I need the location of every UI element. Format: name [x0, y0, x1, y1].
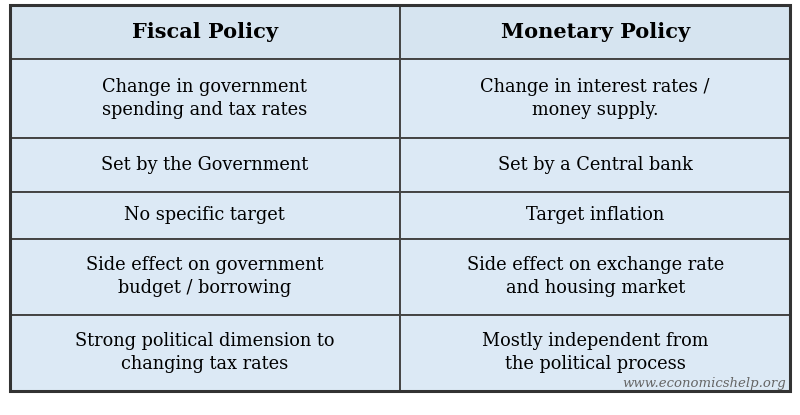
Text: No specific target: No specific target — [125, 207, 285, 225]
Bar — [400, 239, 790, 315]
Text: Set by a Central bank: Set by a Central bank — [498, 156, 693, 174]
Bar — [10, 193, 400, 239]
Bar — [10, 59, 400, 138]
Bar — [10, 315, 400, 391]
Text: Fiscal Policy: Fiscal Policy — [132, 22, 278, 42]
Bar — [400, 138, 790, 193]
Bar — [10, 5, 400, 59]
Bar — [400, 59, 790, 138]
Bar — [400, 193, 790, 239]
Bar — [400, 315, 790, 391]
Text: Mostly independent from
the political process: Mostly independent from the political pr… — [482, 332, 708, 374]
Text: Strong political dimension to
changing tax rates: Strong political dimension to changing t… — [75, 332, 334, 374]
Text: Change in interest rates /
money supply.: Change in interest rates / money supply. — [481, 78, 710, 119]
Bar — [10, 239, 400, 315]
Text: Target inflation: Target inflation — [526, 207, 664, 225]
Text: www.economicshelp.org: www.economicshelp.org — [622, 377, 786, 390]
Text: Change in government
spending and tax rates: Change in government spending and tax ra… — [102, 78, 307, 119]
Bar — [10, 138, 400, 193]
Text: Side effect on exchange rate
and housing market: Side effect on exchange rate and housing… — [466, 256, 724, 297]
Text: Side effect on government
budget / borrowing: Side effect on government budget / borro… — [86, 256, 323, 297]
Text: Set by the Government: Set by the Government — [101, 156, 309, 174]
Text: Monetary Policy: Monetary Policy — [501, 22, 690, 42]
Bar — [400, 5, 790, 59]
